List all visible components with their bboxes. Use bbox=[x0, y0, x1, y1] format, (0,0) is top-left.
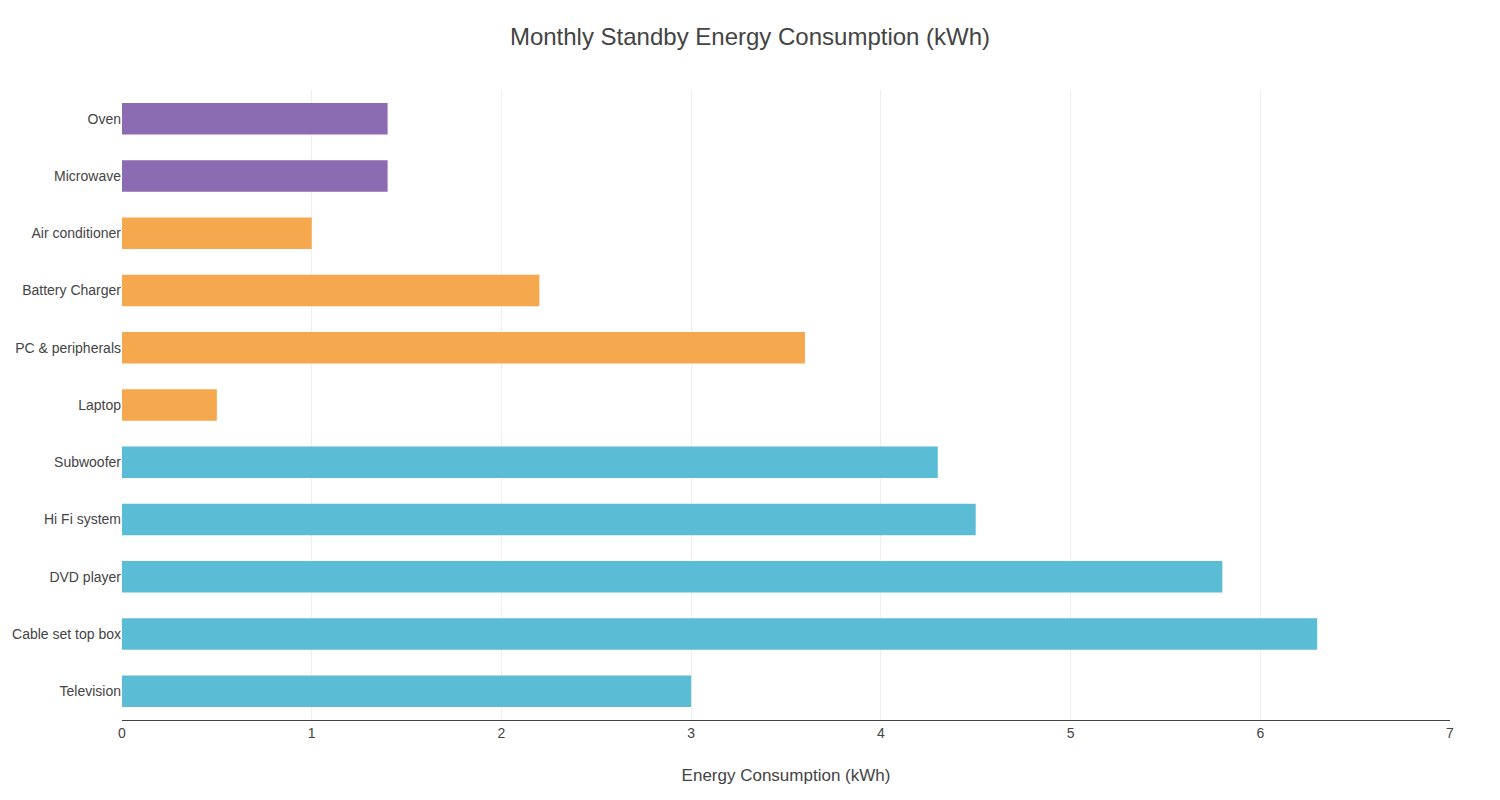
svg-text:Subwoofer: Subwoofer bbox=[54, 454, 121, 470]
svg-text:3: 3 bbox=[687, 725, 695, 741]
svg-text:Air conditioner: Air conditioner bbox=[32, 225, 122, 241]
svg-text:4: 4 bbox=[877, 725, 885, 741]
svg-text:1: 1 bbox=[308, 725, 316, 741]
svg-text:5: 5 bbox=[1067, 725, 1075, 741]
svg-text:2: 2 bbox=[498, 725, 506, 741]
svg-text:Battery Charger: Battery Charger bbox=[22, 282, 121, 298]
svg-text:DVD player: DVD player bbox=[49, 569, 121, 585]
svg-text:Cable set top box: Cable set top box bbox=[12, 626, 121, 642]
svg-text:Hi Fi system: Hi Fi system bbox=[44, 511, 121, 527]
svg-text:Microwave: Microwave bbox=[54, 168, 121, 184]
svg-text:6: 6 bbox=[1256, 725, 1264, 741]
svg-text:7: 7 bbox=[1446, 725, 1454, 741]
svg-text:0: 0 bbox=[118, 725, 126, 741]
svg-text:Television: Television bbox=[60, 683, 121, 699]
svg-text:Energy Consumption (kWh): Energy Consumption (kWh) bbox=[682, 766, 891, 785]
svg-text:Oven: Oven bbox=[88, 111, 121, 127]
svg-text:Monthly Standby Energy Consump: Monthly Standby Energy Consumption (kWh) bbox=[510, 23, 990, 50]
svg-text:PC & peripherals: PC & peripherals bbox=[15, 340, 121, 356]
svg-text:Laptop: Laptop bbox=[78, 397, 121, 413]
